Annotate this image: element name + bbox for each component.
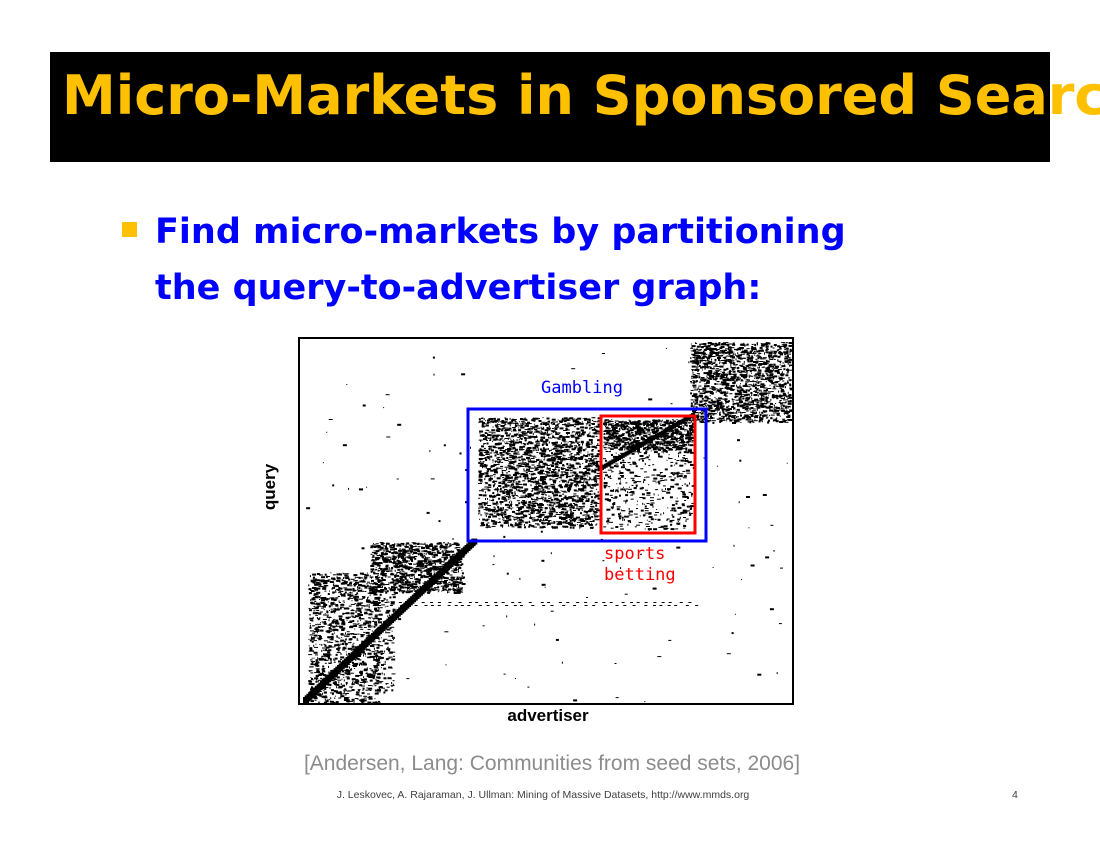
gambling-box xyxy=(466,407,708,543)
gambling-label: Gambling xyxy=(541,378,623,398)
x-axis-label: advertiser xyxy=(507,706,589,725)
sports-betting-box xyxy=(599,414,697,535)
slide-title: Micro-Markets in Sponsored Search xyxy=(62,64,1100,127)
citation: [Andersen, Lang: Communities from seed s… xyxy=(303,752,801,775)
footer-credit: J. Leskovec, A. Rajaraman, J. Ullman: Mi… xyxy=(336,789,750,801)
y-axis-label: query xyxy=(260,463,279,511)
bullet-text: Find micro-markets by partitioning the q… xyxy=(155,212,846,308)
matrix-dots xyxy=(303,342,794,704)
page-number: 4 xyxy=(1012,789,1018,801)
sports-label-line2: betting xyxy=(604,565,676,585)
sports-label-line1: sports xyxy=(604,544,665,564)
title-bar xyxy=(50,52,1050,162)
adjacency-matrix-figure: Gambling sports betting xyxy=(298,337,794,705)
bullet-marker xyxy=(122,222,137,237)
